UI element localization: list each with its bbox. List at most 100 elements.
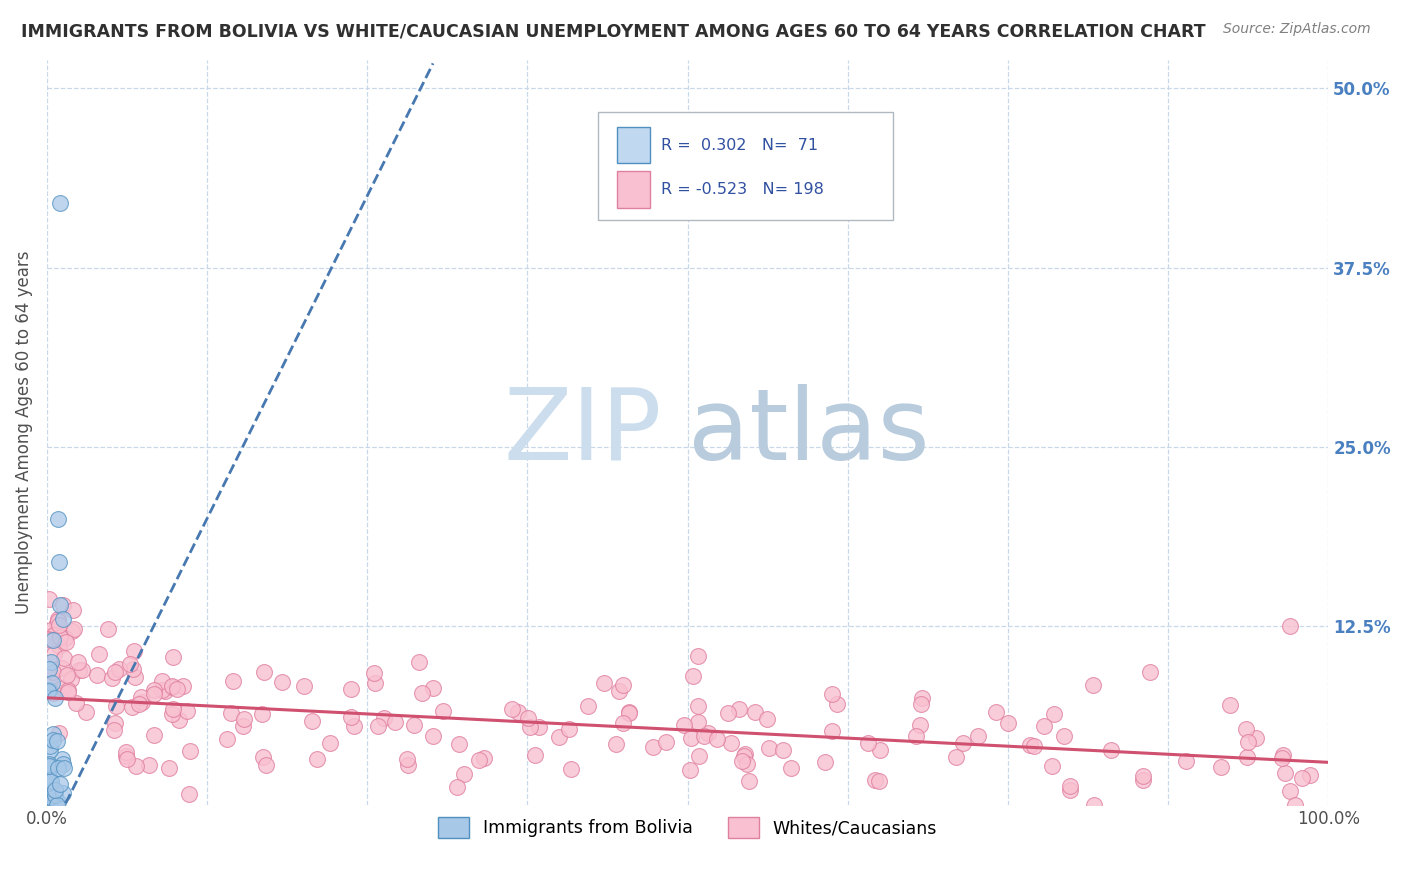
Point: [1059, 779, 1081, 793]
Point: [688, 698, 710, 713]
Point: [143, 728, 166, 742]
Point: [48, 555, 70, 569]
Point: [41, 797, 63, 812]
Point: [576, 699, 599, 714]
Point: [42, 727, 65, 741]
Text: Source: ZipAtlas.com: Source: ZipAtlas.com: [1223, 22, 1371, 37]
Point: [1040, 758, 1063, 772]
Point: [1299, 768, 1322, 782]
Point: [780, 761, 803, 775]
Point: [103, 723, 125, 737]
Point: [744, 705, 766, 719]
Point: [52, 761, 75, 775]
Point: [1081, 678, 1104, 692]
Point: [271, 674, 294, 689]
Point: [693, 729, 716, 743]
Point: [706, 732, 728, 747]
Point: [53, 651, 76, 665]
Point: [446, 780, 468, 795]
Point: [37, 783, 59, 797]
Point: [432, 705, 454, 719]
Point: [472, 750, 495, 764]
Point: [319, 736, 342, 750]
Point: [233, 712, 256, 726]
Point: [868, 774, 890, 789]
Point: [44, 789, 66, 803]
Point: [42, 628, 65, 642]
Point: [87, 647, 110, 661]
Point: [1291, 771, 1313, 785]
Point: [1032, 719, 1054, 733]
Point: [1237, 735, 1260, 749]
Point: [121, 700, 143, 714]
Point: [66, 655, 89, 669]
Point: [37, 632, 59, 646]
Point: [179, 744, 201, 758]
Point: [756, 712, 779, 726]
Point: [252, 749, 274, 764]
Point: [252, 706, 274, 721]
Point: [38, 742, 60, 756]
Point: [945, 750, 967, 764]
Point: [49, 630, 72, 644]
Point: [501, 702, 523, 716]
Point: [560, 762, 582, 776]
Point: [367, 719, 389, 733]
Point: [60, 624, 83, 638]
Point: [56, 682, 79, 697]
Point: [159, 761, 181, 775]
Point: [46, 612, 69, 626]
Point: [104, 716, 127, 731]
Point: [162, 649, 184, 664]
Point: [48, 617, 70, 632]
Point: [122, 644, 145, 658]
Point: [396, 758, 419, 772]
Point: [59, 672, 82, 686]
Point: [37, 780, 59, 795]
Point: [37, 767, 59, 781]
Point: [44, 788, 66, 802]
Point: [44, 783, 66, 797]
Point: [825, 697, 848, 711]
Point: [39, 623, 62, 637]
Point: [1132, 773, 1154, 788]
Point: [37, 775, 59, 789]
Point: [1139, 665, 1161, 679]
Point: [38, 682, 60, 697]
Point: [617, 706, 640, 720]
Point: [673, 717, 696, 731]
Point: [222, 673, 245, 688]
Point: [122, 662, 145, 676]
Point: [343, 719, 366, 733]
Point: [1132, 769, 1154, 783]
Point: [41, 780, 63, 795]
Point: [37, 789, 59, 803]
Point: [114, 745, 136, 759]
Point: [46, 511, 69, 525]
Point: [42, 733, 65, 747]
Point: [38, 797, 60, 812]
Point: [1274, 766, 1296, 780]
Point: [38, 739, 60, 753]
Point: [101, 671, 124, 685]
Point: [967, 729, 990, 743]
Text: IMMIGRANTS FROM BOLIVIA VS WHITE/CAUCASIAN UNEMPLOYMENT AMONG AGES 60 TO 64 YEAR: IMMIGRANTS FROM BOLIVIA VS WHITE/CAUCASI…: [21, 22, 1206, 40]
Point: [56, 685, 79, 699]
Point: [142, 683, 165, 698]
Point: [682, 669, 704, 683]
Point: [1083, 798, 1105, 813]
Point: [86, 668, 108, 682]
Point: [37, 795, 59, 809]
Point: [558, 722, 581, 736]
Point: [37, 779, 59, 793]
Point: [612, 678, 634, 692]
Point: [422, 681, 444, 695]
Text: ZIP: ZIP: [503, 384, 662, 481]
Point: [688, 715, 710, 730]
Point: [301, 714, 323, 729]
Point: [910, 697, 932, 711]
Point: [37, 772, 59, 786]
Point: [39, 779, 62, 793]
Point: [52, 786, 75, 800]
Point: [55, 635, 77, 649]
